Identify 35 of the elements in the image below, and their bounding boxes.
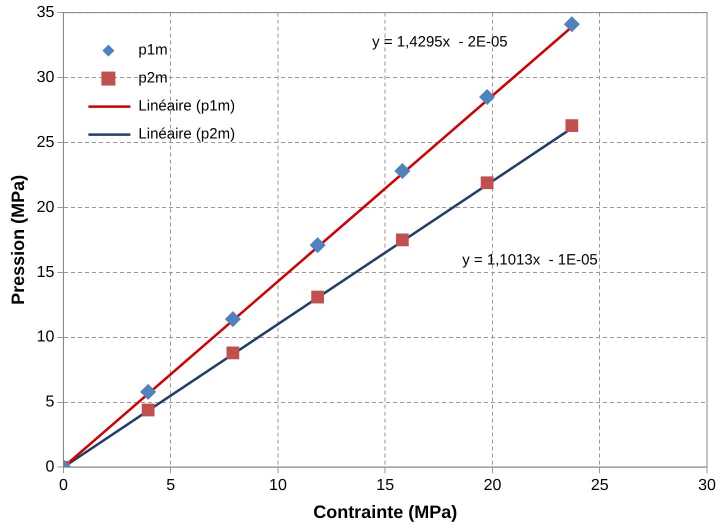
y-axis-title: Pression (MPa) — [8, 174, 28, 305]
point — [226, 346, 240, 360]
y-tick-label: 15 — [36, 264, 54, 281]
y-tick-label: 0 — [45, 458, 54, 476]
point — [564, 16, 580, 32]
x-tick-label: 30 — [698, 477, 716, 494]
legend-label: Linéaire (p1m) — [138, 98, 236, 115]
y-tick-label: 5 — [45, 394, 54, 411]
legend-label: p1m — [138, 42, 168, 59]
x-tick-label: 15 — [376, 477, 394, 494]
point — [310, 237, 326, 254]
point — [396, 234, 409, 246]
point — [565, 119, 578, 132]
point — [311, 290, 324, 304]
x-tick-label: 25 — [590, 477, 609, 494]
y-tick-label: 25 — [36, 134, 54, 151]
point — [224, 311, 241, 328]
y-tick-label: 35 — [36, 4, 54, 22]
y-tick-label: 30 — [36, 68, 54, 86]
annotation: y = 1,1013x - 1E-05 — [462, 252, 598, 268]
x-tick-label: 5 — [166, 477, 176, 494]
x-tick-label: 10 — [269, 477, 287, 494]
legend-label: p2m — [138, 70, 168, 87]
y-tick-label: 10 — [36, 328, 54, 346]
legend-label: Linéaire (p2m) — [138, 126, 236, 143]
x-tick-label: 20 — [484, 477, 502, 494]
point — [140, 384, 156, 400]
x-axis-title: Contrainte (MPa) — [313, 502, 458, 522]
y-tick-label: 20 — [36, 198, 54, 216]
point — [480, 176, 494, 190]
point — [479, 89, 496, 106]
annotation: y = 1,4295x - 2E-05 — [372, 33, 508, 50]
x-tick-label: 0 — [58, 477, 68, 494]
point — [394, 163, 410, 180]
point — [142, 404, 154, 416]
